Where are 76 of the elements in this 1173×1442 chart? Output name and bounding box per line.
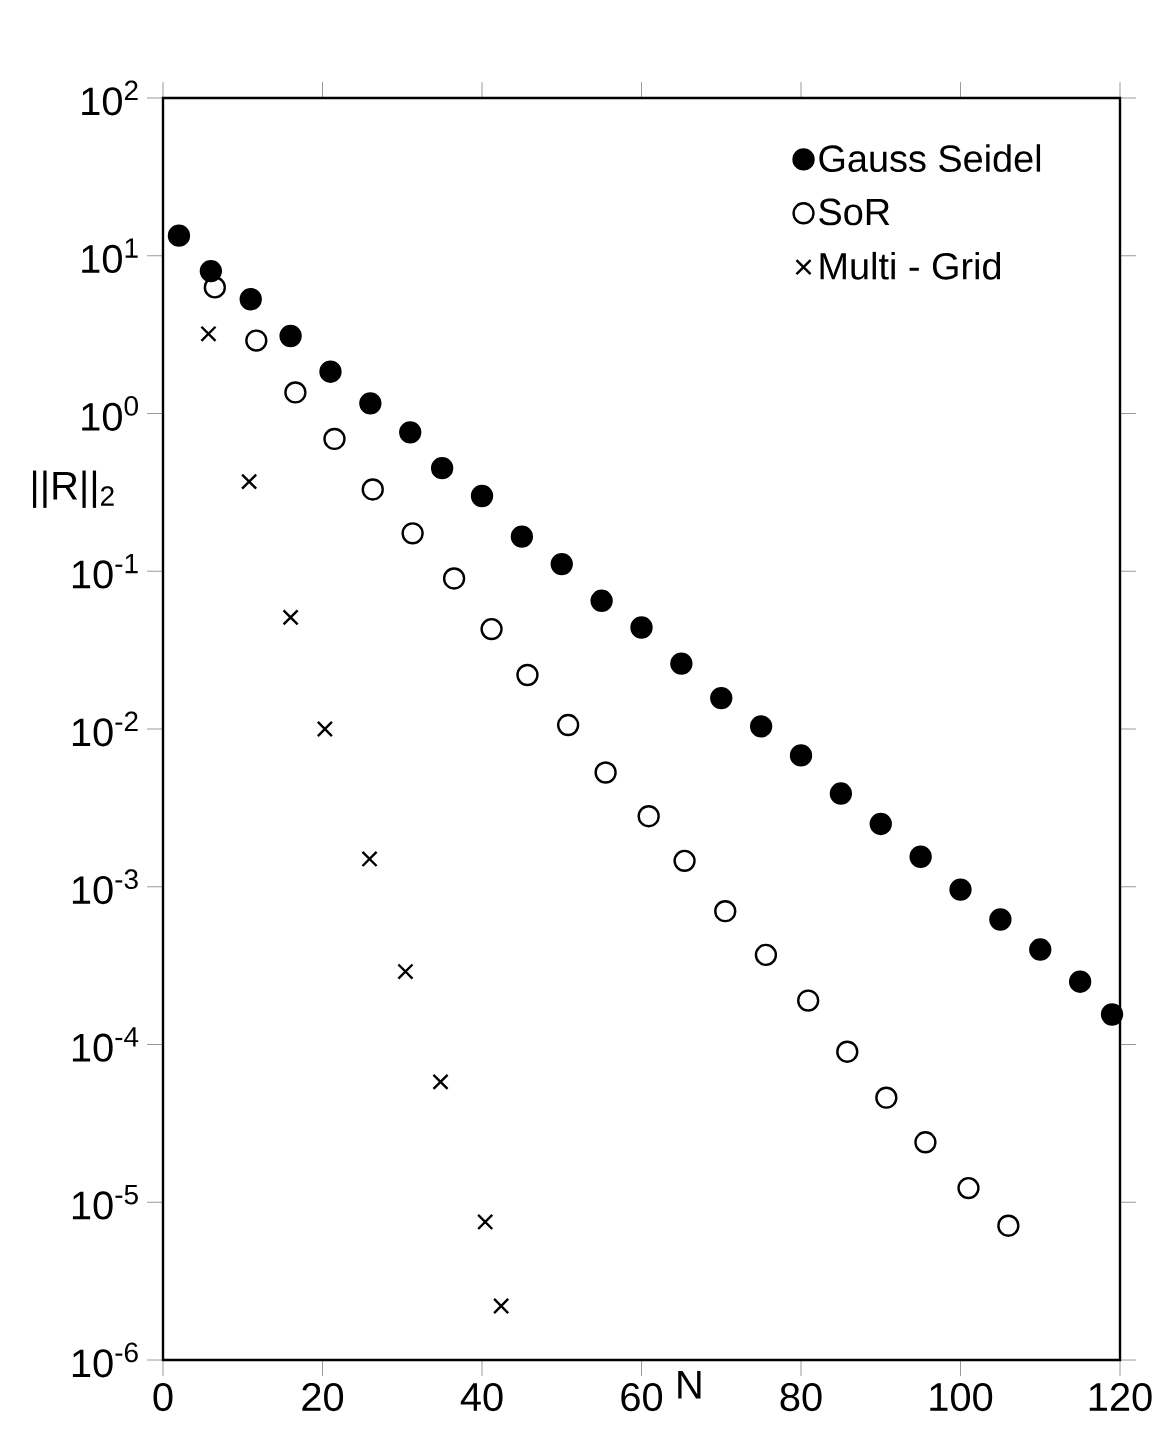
point <box>869 812 892 836</box>
point <box>239 288 262 311</box>
point <box>470 484 494 508</box>
y-tick-label: 10$^{-5}$ <box>72 1184 138 1220</box>
point <box>430 457 454 480</box>
point <box>630 616 653 639</box>
y-tick-label: 10$^{-6}$ <box>72 1342 138 1378</box>
point <box>949 878 972 901</box>
point <box>875 1086 898 1109</box>
point <box>516 663 539 687</box>
point <box>361 478 384 501</box>
y-tick-label: 10$^{-4}$ <box>72 1027 139 1062</box>
y-tick-label: 10$^{2}$ <box>82 80 138 116</box>
point <box>914 1131 937 1154</box>
y-tick-label: 10$^{-3}$ <box>72 869 138 905</box>
point <box>284 381 307 404</box>
point <box>909 845 932 868</box>
point <box>590 589 613 612</box>
point <box>245 329 268 352</box>
point <box>167 224 191 247</box>
x-tick-label: 0 <box>153 1382 173 1412</box>
point <box>550 552 573 576</box>
y-tick-label: 10$^{-1}$ <box>72 553 138 589</box>
y-tick-label: 10$^{1}$ <box>82 238 138 274</box>
point <box>442 567 466 590</box>
x-tick-label: 20 <box>302 1382 344 1412</box>
point <box>359 392 382 415</box>
point <box>480 617 503 641</box>
point <box>829 782 853 805</box>
legend-label: Multi - Grid <box>820 251 1001 280</box>
point <box>319 360 342 383</box>
point <box>199 259 223 283</box>
point <box>200 325 217 343</box>
point <box>1100 1003 1124 1026</box>
point <box>594 761 617 784</box>
point <box>836 1040 859 1063</box>
point <box>279 324 302 348</box>
point <box>714 900 737 923</box>
point <box>203 276 226 299</box>
point <box>957 1176 980 1200</box>
y-tick-label: 10$^{-2}$ <box>72 711 138 747</box>
point <box>399 421 422 444</box>
point <box>754 943 778 967</box>
point <box>510 525 534 548</box>
point <box>361 850 378 868</box>
point <box>997 1214 1020 1237</box>
point <box>316 720 334 738</box>
point <box>670 652 693 675</box>
legend-label: Gauss Seidel <box>819 144 1041 173</box>
point <box>710 686 733 710</box>
point <box>240 473 258 490</box>
point <box>789 744 813 767</box>
point <box>401 522 424 545</box>
x-tick-label: 40 <box>460 1382 503 1412</box>
point <box>749 715 773 738</box>
point <box>476 1213 494 1231</box>
legend-label: SoR <box>819 198 890 226</box>
point <box>282 609 299 626</box>
point <box>1029 938 1052 961</box>
point <box>797 989 820 1012</box>
point <box>637 805 660 828</box>
x-tick-label: 100 <box>930 1382 993 1412</box>
x-axis-title: N <box>678 1371 701 1399</box>
y-axis-title: ||R||$_{2}$ <box>32 470 114 508</box>
point <box>432 1073 449 1091</box>
point <box>673 849 696 872</box>
point <box>989 908 1012 931</box>
y-tick-label: 10$^{0}$ <box>82 396 138 431</box>
point <box>492 1297 510 1315</box>
point <box>323 427 346 451</box>
x-tick-label: 60 <box>621 1382 663 1412</box>
point <box>556 713 580 737</box>
point <box>397 963 414 980</box>
point <box>1068 970 1092 993</box>
x-tick-label: 120 <box>1089 1382 1152 1412</box>
x-tick-label: 80 <box>780 1382 822 1412</box>
